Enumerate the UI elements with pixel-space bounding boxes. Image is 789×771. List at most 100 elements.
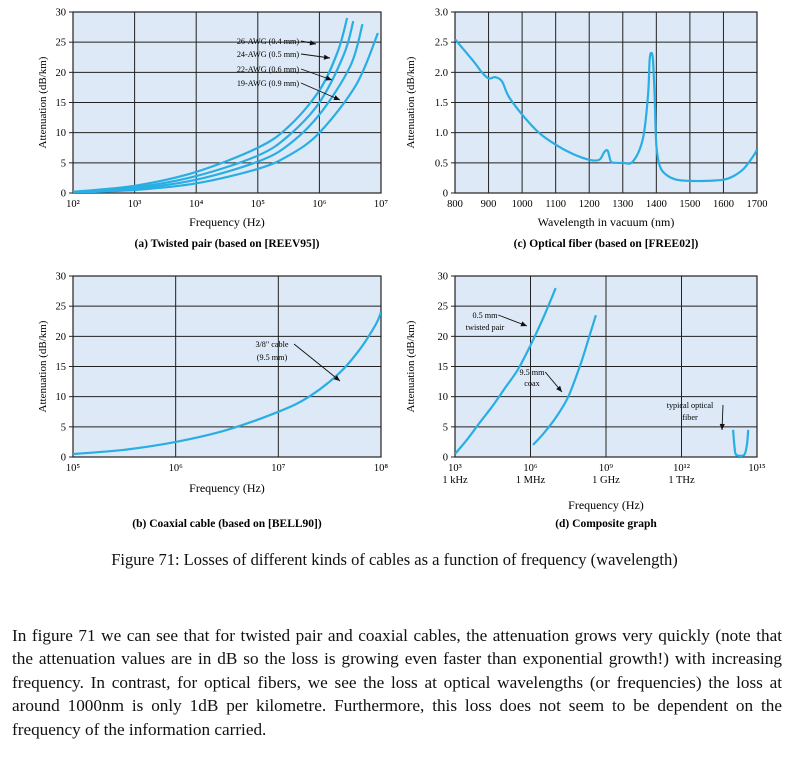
- x-tick-label: 10⁷: [374, 199, 389, 210]
- x-tick-label: 1100: [545, 199, 566, 210]
- y-tick-label: 3.0: [435, 8, 448, 19]
- y-tick-label: 30: [56, 8, 67, 19]
- series-label: typical optical: [667, 401, 714, 410]
- x-tick-label: 10⁵: [66, 463, 81, 474]
- y-tick-label: 25: [56, 302, 67, 313]
- chart-caption: (b) Coaxial cable (based on [BELL90]): [132, 518, 322, 530]
- chart-c: 800 900 1000 1100 1200 1300 1400 1500 1600 1700 0 0…: [405, 8, 768, 251]
- series-line: [73, 32, 379, 193]
- y-tick-label: 0: [443, 189, 448, 200]
- x-axis-label: Frequency (Hz): [189, 481, 265, 495]
- series-label: 24-AWG (0.5 mm): [237, 50, 300, 59]
- series-label: coax: [524, 379, 539, 388]
- x-axis-label: Wavelength in vacuum (nm): [538, 215, 675, 229]
- y-tick-label: 10: [438, 392, 449, 403]
- y-tick-label: 15: [56, 362, 67, 373]
- series-line: [732, 429, 750, 457]
- chart-caption: (a) Twisted pair (based on [REEV95]): [135, 238, 320, 250]
- y-axis-label: Attenuation (dB/km): [405, 320, 417, 412]
- x-axis-label: Frequency (Hz): [568, 498, 644, 512]
- series-label: twisted pair: [466, 323, 505, 332]
- y-tick-label: 20: [438, 332, 449, 343]
- x-tick-label: 1200: [579, 199, 600, 210]
- x-tick-label: 10³: [448, 463, 462, 474]
- y-tick-label: 5: [443, 422, 448, 433]
- label-arrow-head: [556, 385, 562, 392]
- y-tick-label: 25: [438, 302, 449, 313]
- series-line: [73, 20, 355, 193]
- label-arrow-head: [309, 40, 316, 46]
- series-line: [455, 287, 557, 455]
- x-tick-label: 1400: [646, 199, 667, 210]
- series-label: 22-AWG (0.6 mm): [237, 65, 300, 74]
- x-tick-label-unit: 1 THz: [668, 475, 695, 486]
- y-tick-label: 10: [56, 128, 67, 139]
- x-tick-label: 900: [481, 199, 497, 210]
- y-tick-label: 30: [56, 272, 67, 283]
- x-tick-label: 10¹²: [673, 463, 690, 474]
- series-label: 26-AWG (0.4 mm): [237, 37, 300, 46]
- x-tick-label: 10¹⁵: [748, 463, 766, 474]
- label-arrow-head: [325, 75, 332, 81]
- chart-caption: (c) Optical fiber (based on [FREE02]): [514, 238, 699, 250]
- series-label: 3/8" cable: [255, 340, 288, 349]
- x-tick-label-unit: 1 kHz: [442, 475, 468, 486]
- x-tick-label: 10⁶: [312, 199, 327, 210]
- x-tick-label: 10²: [66, 199, 80, 210]
- y-tick-label: 0: [61, 453, 66, 464]
- x-tick-label: 10⁴: [189, 199, 204, 210]
- y-tick-label: 25: [56, 38, 67, 49]
- series-line: [455, 38, 757, 183]
- y-tick-label: 2.0: [435, 68, 448, 79]
- label-arrow-head: [323, 54, 330, 60]
- series-line: [73, 17, 349, 193]
- series-line: [73, 311, 381, 456]
- label-arrow-line: [300, 82, 341, 101]
- x-tick-label: 1000: [512, 199, 533, 210]
- y-axis-label: Attenuation (dB/km): [37, 320, 49, 412]
- series-line: [532, 314, 597, 446]
- series-label: (9.5 mm): [257, 353, 288, 362]
- chart-b: 10⁵ 10⁶ 10⁷ 10⁸ 0 5 10 15 20 25 30 Frequency (Hz) At…: [37, 272, 388, 531]
- x-tick-label-unit: 1 MHz: [516, 475, 546, 486]
- x-tick-label-unit: 1 GHz: [592, 475, 620, 486]
- y-tick-label: 15: [56, 98, 67, 109]
- label-arrow-head: [333, 375, 340, 381]
- series-label: 9.5 mm: [519, 368, 545, 377]
- label-arrow-head: [520, 321, 527, 327]
- series-line: [73, 23, 364, 193]
- figure: 10² 10³ 10⁴ 10⁵ 10⁶ 10⁷ 0 5 10 15 20 25 30 Frequency …: [37, 8, 768, 531]
- x-tick-label: 1600: [713, 199, 734, 210]
- series-label: 0.5 mm: [472, 311, 498, 320]
- y-tick-label: 0.5: [435, 158, 448, 169]
- series-label: 19-AWG (0.9 mm): [237, 79, 300, 88]
- y-tick-label: 1.5: [435, 98, 448, 109]
- x-tick-label: 10⁸: [374, 463, 389, 474]
- x-tick-label: 10⁶: [169, 463, 184, 474]
- y-tick-label: 0: [443, 453, 448, 464]
- x-tick-label: 1500: [679, 199, 700, 210]
- chart-a: 10² 10³ 10⁴ 10⁵ 10⁶ 10⁷ 0 5 10 15 20 25 30 Frequency …: [37, 8, 388, 251]
- x-tick-label: 10³: [128, 199, 142, 210]
- y-tick-label: 10: [56, 392, 67, 403]
- y-tick-label: 30: [438, 272, 449, 283]
- y-tick-label: 5: [61, 422, 66, 433]
- y-tick-label: 20: [56, 332, 67, 343]
- x-tick-label: 10⁷: [271, 463, 286, 474]
- x-tick-label: 10⁹: [599, 463, 614, 474]
- x-tick-label: 1700: [747, 199, 768, 210]
- y-tick-label: 1.0: [435, 128, 448, 139]
- y-tick-label: 20: [56, 68, 67, 79]
- label-arrow-head: [719, 423, 725, 430]
- label-arrow-line: [293, 343, 341, 382]
- chart-caption: (d) Composite graph: [555, 518, 657, 530]
- y-tick-label: 15: [438, 362, 449, 373]
- series-label: fiber: [682, 413, 698, 422]
- x-tick-label: 1300: [612, 199, 633, 210]
- figure-caption: Figure 71: Losses of different kinds of …: [111, 550, 678, 569]
- body-paragraph: In figure 71 we can see that for twisted…: [12, 626, 782, 739]
- x-tick-label: 800: [447, 199, 463, 210]
- y-axis-label: Attenuation (dB/km): [405, 56, 417, 148]
- y-tick-label: 5: [61, 158, 66, 169]
